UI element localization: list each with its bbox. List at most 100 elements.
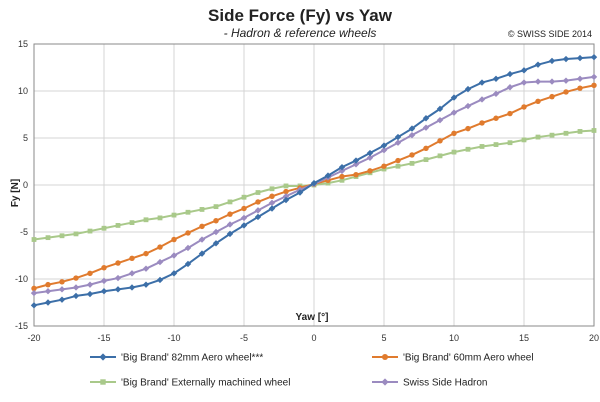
data-point [45, 281, 51, 288]
data-point [282, 193, 290, 200]
data-point [366, 154, 374, 161]
data-point [87, 270, 93, 277]
data-point [436, 116, 444, 124]
data-point [535, 98, 541, 105]
data-point [422, 124, 430, 131]
data-point [87, 228, 93, 234]
data-point [493, 142, 499, 147]
y-tick-label: 15 [18, 39, 28, 49]
data-point [562, 77, 570, 84]
data-point [520, 79, 528, 86]
data-point [367, 168, 373, 174]
data-point [240, 214, 248, 222]
data-point [534, 61, 542, 68]
data-point [535, 134, 541, 140]
chart-subtitle: - Hadron & reference wheels [224, 26, 377, 40]
data-point [143, 217, 149, 223]
legend-marker [100, 379, 106, 385]
data-point [282, 196, 290, 204]
data-point [520, 67, 528, 74]
data-point [409, 160, 415, 166]
data-point [507, 110, 513, 117]
data-point [45, 235, 51, 241]
data-point [115, 223, 121, 228]
data-point [213, 218, 219, 224]
data-point [268, 199, 276, 207]
data-point [30, 302, 38, 309]
x-tick-label: 20 [589, 333, 599, 343]
data-point [478, 79, 486, 86]
x-tick-label: -15 [97, 333, 110, 343]
data-point [506, 70, 514, 78]
data-point [128, 284, 136, 291]
data-point [86, 290, 94, 298]
data-point [212, 228, 220, 236]
data-point [171, 236, 177, 243]
data-point [100, 277, 108, 285]
data-point [227, 211, 233, 217]
data-point [450, 109, 458, 116]
data-point [156, 276, 164, 284]
legend-entry: 'Big Brand' Externally machined wheel [90, 378, 290, 389]
data-point [381, 166, 387, 172]
data-point [170, 252, 178, 259]
y-tick-label: -10 [15, 274, 28, 284]
data-point [185, 230, 191, 236]
data-point [521, 104, 527, 110]
chart-title: Side Force (Fy) vs Yaw [208, 6, 393, 25]
data-point [507, 140, 513, 146]
data-point [241, 194, 247, 200]
data-point [338, 167, 346, 175]
data-point [129, 255, 135, 262]
data-point [213, 204, 219, 210]
data-point [423, 157, 429, 163]
data-point [157, 215, 163, 221]
data-point [590, 53, 598, 61]
data-point [171, 212, 177, 218]
data-point [44, 299, 52, 306]
data-point [577, 129, 583, 134]
data-point [86, 281, 94, 288]
legend-label: 'Big Brand' 82mm Aero wheel*** [121, 353, 263, 364]
legend-marker [99, 353, 107, 361]
data-point [142, 265, 150, 272]
data-point [73, 275, 79, 281]
data-point [185, 209, 191, 215]
series-layer [30, 53, 598, 309]
data-point [381, 163, 387, 169]
tick-labels: -20 -15 -10 -5 0 5 10 15 20 -15 -10 -5 0 5 10 15 [15, 39, 599, 343]
data-point [199, 207, 205, 212]
data-point [255, 190, 261, 195]
data-point [128, 270, 136, 277]
data-point [339, 173, 345, 180]
x-tick-label: 10 [449, 333, 459, 343]
legend-label: Swiss Side Hadron [403, 378, 487, 389]
data-point [465, 125, 471, 132]
data-point [184, 260, 192, 268]
y-tick-label: -15 [15, 321, 28, 331]
data-point [170, 270, 178, 277]
x-tick-label: 0 [311, 333, 316, 343]
data-point [101, 265, 107, 271]
data-point [101, 225, 107, 231]
data-point [422, 115, 430, 122]
data-point [408, 131, 416, 139]
data-point [115, 260, 121, 266]
data-point [72, 292, 80, 300]
data-point [339, 177, 345, 183]
data-point [590, 73, 598, 81]
data-point [58, 296, 66, 303]
data-point [436, 105, 444, 113]
data-point [59, 233, 65, 239]
data-point [114, 286, 122, 293]
data-point [562, 55, 570, 63]
data-point [576, 54, 584, 62]
data-point [212, 240, 220, 247]
y-tick-label: 5 [23, 133, 28, 143]
data-point [591, 128, 597, 133]
data-point [464, 85, 472, 93]
data-point [72, 284, 80, 291]
data-point [549, 93, 555, 100]
x-tick-label: -20 [27, 333, 40, 343]
data-point [44, 288, 52, 295]
